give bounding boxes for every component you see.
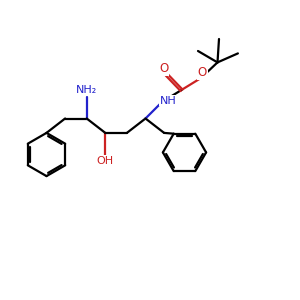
Text: NH₂: NH₂ [76,85,97,95]
Text: O: O [159,62,168,75]
Text: NH: NH [160,95,177,106]
Text: O: O [198,66,207,79]
Text: OH: OH [97,156,114,166]
